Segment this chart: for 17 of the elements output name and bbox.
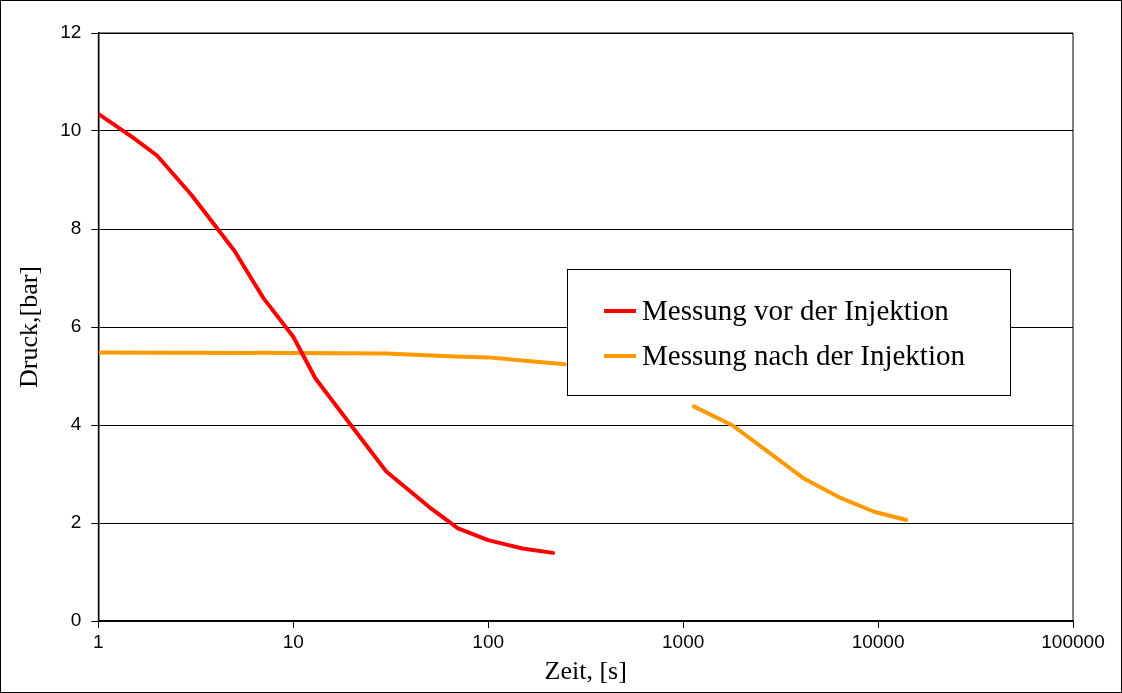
y-tick-label: 4 [70,413,82,435]
y-tick-label: 10 [60,119,82,141]
x-tick-label: 10000 [851,630,905,652]
y-tick-label: 2 [70,511,82,533]
y-tick-label: 8 [70,217,82,239]
y-tick-label: 12 [60,21,82,43]
x-tick-label: 1 [93,630,104,652]
y-tick-label: 6 [70,315,82,337]
legend-label: Messung vor der Injektion [642,294,949,327]
x-tick-label: 100 [472,630,505,652]
x-axis-title: Zeit, [s] [544,656,627,686]
legend-label: Messung nach der Injektion [642,339,965,372]
y-axis-title: Druck,[bar] [14,266,44,388]
y-tick-label: 0 [70,609,82,631]
x-tick-label: 10 [282,630,304,652]
x-tick-label: 100000 [1041,630,1105,652]
x-tick-label: 1000 [661,630,705,652]
